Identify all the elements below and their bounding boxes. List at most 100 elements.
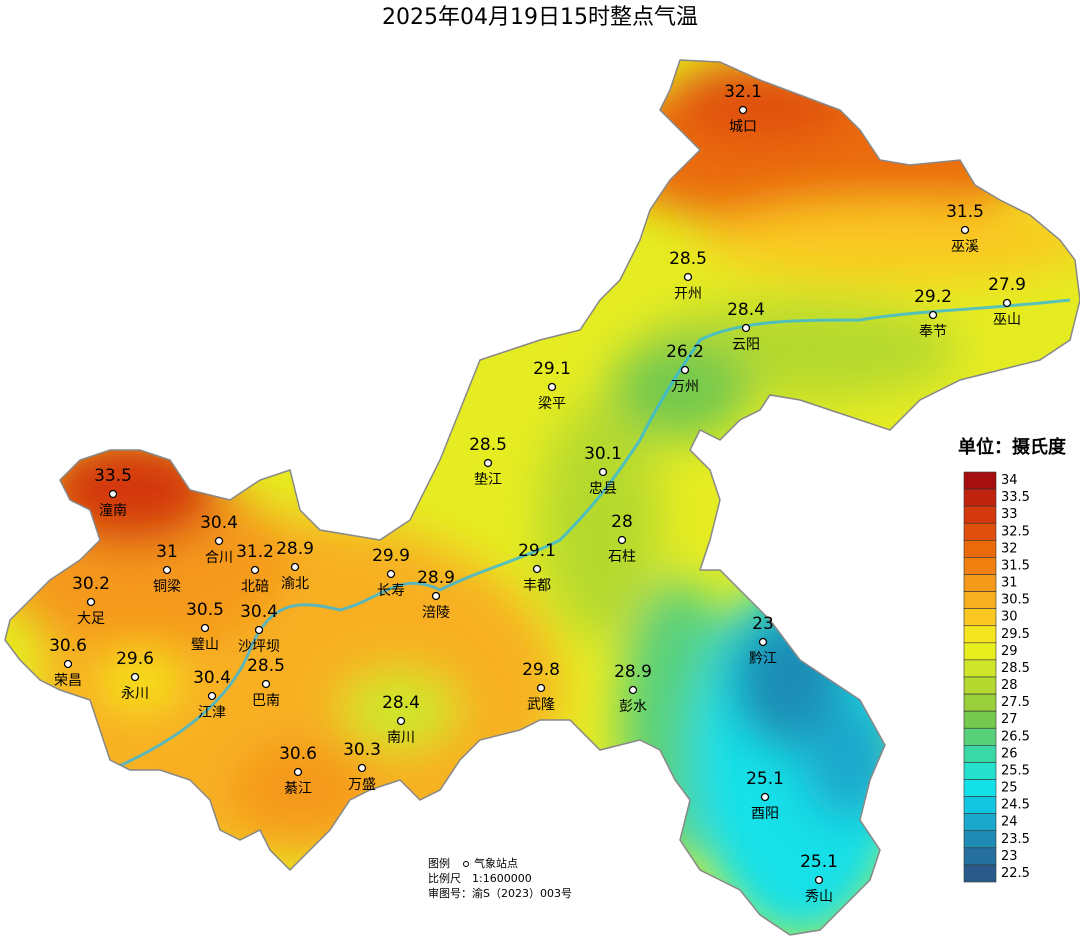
station-name: 梁平 bbox=[538, 396, 566, 412]
note: 气象站点 bbox=[474, 856, 518, 870]
station-value: 30.3 bbox=[343, 740, 381, 760]
legend-swatch bbox=[963, 540, 997, 558]
station-name: 巫山 bbox=[993, 312, 1021, 328]
station-marker bbox=[1002, 298, 1012, 308]
station-name: 璧山 bbox=[191, 636, 219, 653]
station-name: 沙坪坝 bbox=[238, 639, 280, 655]
station-value: 28.4 bbox=[382, 693, 420, 713]
station-marker bbox=[130, 672, 140, 682]
legend-label: 30.5 bbox=[1001, 593, 1030, 608]
legend-swatch bbox=[963, 779, 997, 797]
legend-label: 28.5 bbox=[1001, 661, 1030, 676]
station-value: 29.1 bbox=[533, 359, 571, 379]
legend-swatch bbox=[963, 522, 997, 541]
station-name: 荣昌 bbox=[54, 673, 82, 689]
legend-label: 23.5 bbox=[1001, 832, 1030, 847]
station-value: 28.5 bbox=[669, 249, 707, 269]
station-marker bbox=[200, 623, 210, 633]
legend-label: 25 bbox=[1001, 781, 1018, 796]
station-name: 江津 bbox=[198, 705, 226, 721]
station-value: 29.1 bbox=[518, 541, 556, 561]
station-marker bbox=[814, 875, 824, 885]
station-name: 秀山 bbox=[805, 889, 833, 905]
legend-label: 30 bbox=[1001, 610, 1018, 625]
legend-label: 27 bbox=[1001, 712, 1018, 727]
legend-swatch bbox=[963, 659, 997, 678]
station-name: 南川 bbox=[387, 730, 415, 746]
station-name: 潼南 bbox=[99, 502, 127, 519]
station-name: 巫溪 bbox=[951, 239, 979, 255]
station-marker bbox=[261, 679, 271, 689]
station-marker bbox=[928, 310, 938, 320]
legend-swatch bbox=[963, 608, 997, 627]
station-value: 29.6 bbox=[116, 649, 154, 669]
legend-title: 单位：摄氏度 bbox=[958, 436, 1067, 458]
station-name: 云阳 bbox=[732, 337, 760, 353]
title: 2025年04月19日15时整点气温 bbox=[382, 5, 698, 30]
station-marker bbox=[680, 365, 690, 375]
station-value: 31.2 bbox=[236, 542, 274, 562]
station-marker bbox=[483, 458, 493, 468]
legend-label: 23 bbox=[1001, 849, 1018, 864]
legend-swatch bbox=[963, 796, 997, 814]
legend-swatch bbox=[963, 642, 997, 661]
station-name: 长寿 bbox=[377, 582, 405, 599]
station-value: 29.8 bbox=[522, 660, 560, 680]
legend-label: 24 bbox=[1001, 815, 1018, 830]
note: 1:1600000 bbox=[472, 872, 532, 885]
station-marker bbox=[108, 489, 118, 499]
station-value: 28.9 bbox=[417, 568, 455, 588]
station-name: 万州 bbox=[671, 379, 699, 395]
station-value: 31.5 bbox=[946, 202, 984, 222]
station-marker bbox=[254, 625, 264, 635]
legend-label: 29.5 bbox=[1001, 627, 1030, 642]
legend-label: 32.5 bbox=[1001, 524, 1030, 539]
legend-icon bbox=[463, 861, 469, 867]
station-marker bbox=[760, 792, 770, 802]
station-name: 大足 bbox=[77, 611, 105, 627]
station-marker bbox=[532, 564, 542, 574]
legend-label: 33 bbox=[1001, 507, 1018, 522]
station-marker bbox=[536, 683, 546, 693]
legend-label: 26 bbox=[1001, 746, 1018, 761]
station-marker bbox=[960, 225, 970, 235]
legend-label: 26.5 bbox=[1001, 729, 1030, 744]
legend-label: 25.5 bbox=[1001, 763, 1030, 778]
station-marker bbox=[214, 536, 224, 546]
legend-label: 29 bbox=[1001, 644, 1018, 659]
station-value: 30.4 bbox=[200, 513, 238, 533]
station-value: 25.1 bbox=[800, 852, 838, 872]
station-marker bbox=[431, 591, 441, 601]
legend-swatch bbox=[963, 676, 997, 695]
legend-swatch bbox=[963, 710, 997, 729]
station-value: 28.4 bbox=[727, 300, 765, 320]
station-value: 28 bbox=[611, 512, 633, 532]
station-name: 綦江 bbox=[284, 781, 312, 797]
station-value: 30.4 bbox=[240, 602, 278, 622]
station-name: 涪陵 bbox=[422, 605, 450, 621]
legend-label: 34 bbox=[1001, 473, 1018, 488]
station-marker bbox=[357, 763, 367, 773]
legend-label: 28 bbox=[1001, 678, 1018, 693]
station-value: 30.1 bbox=[584, 444, 622, 464]
station-value: 29.2 bbox=[914, 287, 952, 307]
legend-label: 31 bbox=[1001, 576, 1018, 591]
legend-swatch bbox=[963, 505, 997, 524]
legend-swatch bbox=[963, 830, 997, 849]
station-value: 30.6 bbox=[49, 636, 87, 656]
legend-swatch bbox=[963, 557, 997, 575]
station-name: 永川 bbox=[121, 686, 149, 702]
station-name: 酉阳 bbox=[751, 806, 779, 822]
legend-label: 27.5 bbox=[1001, 695, 1030, 710]
station-marker bbox=[86, 597, 96, 607]
station-value: 28.5 bbox=[469, 435, 507, 455]
station-name: 开州 bbox=[674, 286, 702, 302]
station-value: 33.5 bbox=[94, 466, 132, 486]
station-name: 武隆 bbox=[527, 697, 555, 713]
station-value: 30.4 bbox=[193, 668, 231, 688]
legend-label: 33.5 bbox=[1001, 490, 1030, 505]
station-value: 30.5 bbox=[186, 600, 224, 620]
note: 审图号：渝S（2023）003号 bbox=[428, 886, 572, 900]
station-name: 忠县 bbox=[589, 481, 617, 497]
